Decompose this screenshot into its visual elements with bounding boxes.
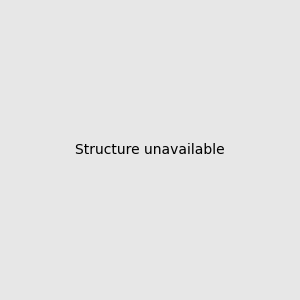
- Text: Structure unavailable: Structure unavailable: [75, 143, 225, 157]
